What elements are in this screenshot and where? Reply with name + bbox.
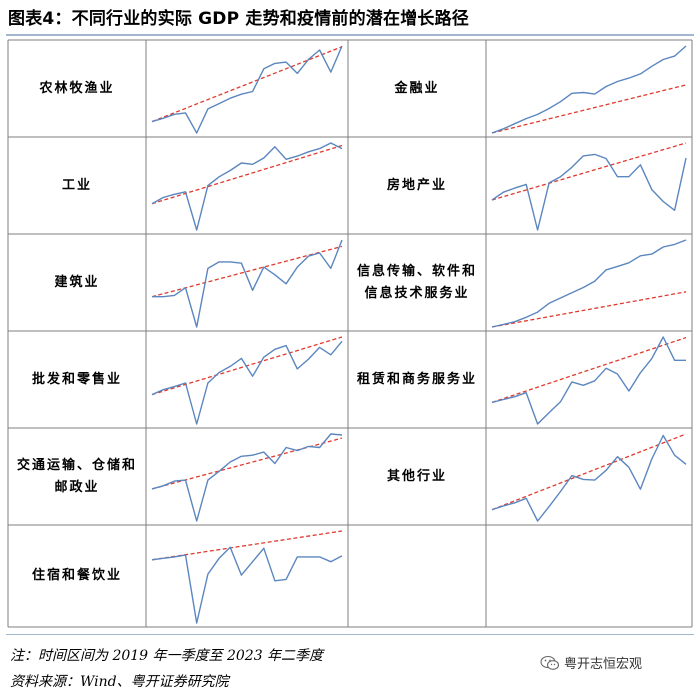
industry-2-chart [151,142,343,231]
industry-6-trend-line [151,336,343,396]
wechat-icon [540,655,560,670]
industry-7-gdp-line [491,336,686,425]
industry-5-gdp-line [491,239,687,328]
industry-9-gdp-line [491,434,687,522]
industry-0-trend-line [151,46,343,123]
industry-3-label: 房地产业 [386,177,447,193]
industry-9-trend-line [491,433,687,511]
industry-4-gdp-line [152,239,343,328]
figure-title: 图表4：不同行业的实际 GDP 走势和疫情前的潜在增长路径 [8,9,469,29]
bottom-rule [6,634,694,635]
industry-1-label: 金融业 [394,80,440,96]
industry-3-gdp-line [491,153,687,231]
industry-2-gdp-line [151,142,343,231]
industry-8-chart [151,433,343,522]
industry-10-chart [151,530,343,624]
footnote: 注：时间区间为 2019 年一季度至 2023 年二季度 [10,648,324,664]
title-rule [6,34,694,36]
industry-6-chart [151,336,343,425]
industry-0-label: 农林牧渔业 [39,80,115,96]
industry-2-label: 工业 [61,177,92,193]
industry-10-label: 住宿和餐饮业 [31,568,122,583]
industry-6-gdp-line [151,340,343,425]
industry-0-chart [151,45,343,134]
industry-3-trend-line [491,142,687,201]
industry-7-trend-line [491,336,687,404]
industry-0-gdp-line [151,45,343,134]
industry-9-chart [491,433,687,522]
industry-9-label: 其他行业 [386,468,447,484]
industry-5-label: 信息传输、软件和 信息技术服务业 [356,263,477,301]
industry-8-label: 交通运输、仓储和 邮政业 [16,457,137,495]
industry-7-chart [491,336,687,425]
industry-6-label: 批发和零售业 [31,371,122,387]
source-note: 资料来源：Wind、粤开证券研究院 [10,674,229,690]
industry-5-chart [491,239,687,328]
industry-7-label: 租赁和商务服务业 [356,371,477,387]
industry-3-chart [491,142,687,231]
industry-5-trend-line [491,291,687,328]
watermark: 粤开志恒宏观 [540,653,642,672]
industry-8-gdp-line [151,433,343,522]
industry-10-gdp-line [151,546,343,624]
industry-1-gdp-line [491,45,687,134]
industry-4-label: 建筑业 [54,274,100,290]
watermark-text: 粤开志恒宏观 [564,657,643,672]
industry-1-chart [491,45,687,134]
industry-1-trend-line [491,84,687,134]
industry-2-trend-line [151,144,343,205]
industry-8-trend-line [151,437,343,490]
industry-4-chart [151,239,343,328]
